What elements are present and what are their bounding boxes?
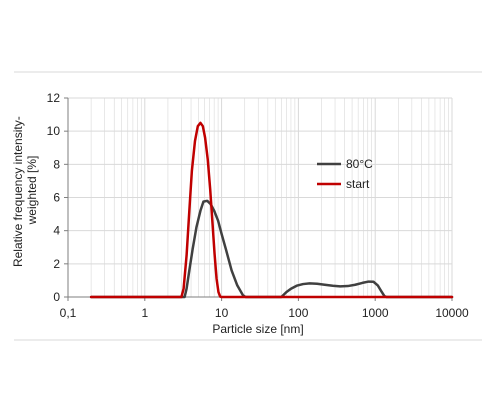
y-tick-label: 6 <box>53 191 60 205</box>
legend-label-start: start <box>346 177 370 191</box>
y-tick-label: 4 <box>53 224 60 238</box>
major-gridlines <box>67 97 453 297</box>
y-tick-label: 0 <box>53 290 60 304</box>
y-tick-label: 8 <box>53 157 60 171</box>
x-axis-title: Particle size [nm] <box>212 322 303 336</box>
x-tick-label: 0,1 <box>60 306 77 320</box>
y-tick-label: 10 <box>47 124 61 138</box>
y-tick-label: 12 <box>47 91 61 105</box>
y-axis-title: Relative frequency intensity- weighted [… <box>11 113 39 267</box>
x-tick-label: 100 <box>288 306 308 320</box>
x-tick-label: 1 <box>141 306 148 320</box>
series-lines <box>89 121 454 299</box>
legend: 80°C start <box>317 157 373 191</box>
x-tick-label: 10 <box>215 306 229 320</box>
y-tick-label: 2 <box>53 257 60 271</box>
series-line-start <box>89 121 454 299</box>
legend-label-80c: 80°C <box>346 157 373 171</box>
x-tick-label: 1000 <box>362 306 389 320</box>
x-tick-label: 10000 <box>435 306 469 320</box>
tick-labels: 0,1 1 10 100 1000 10000 0 2 4 6 8 10 12 <box>47 91 469 320</box>
y-axis-title-line-2: weighted [%] <box>25 156 39 226</box>
y-axis-title-line-1: Relative frequency intensity- <box>11 116 25 267</box>
series-line-80c <box>89 199 454 299</box>
